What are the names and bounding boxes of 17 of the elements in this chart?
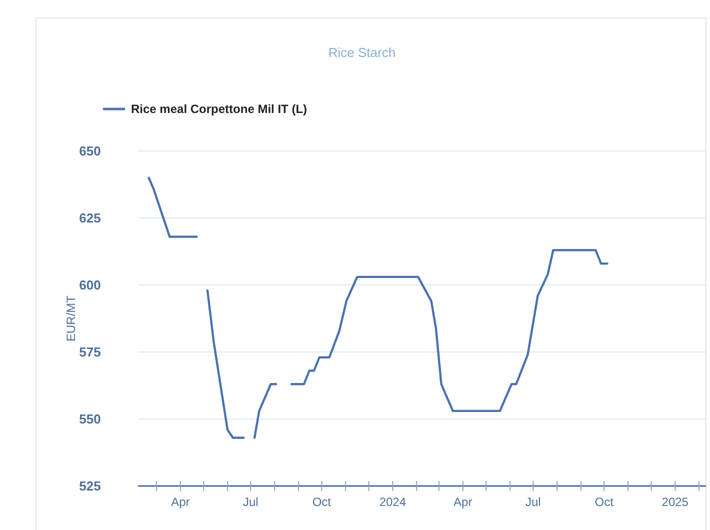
x-tick-label: Oct bbox=[312, 495, 332, 509]
x-tick-label: Jul bbox=[525, 495, 541, 509]
y-tick-label: 625 bbox=[79, 210, 101, 226]
y-tick-label: 600 bbox=[79, 278, 101, 293]
x-tick-label: Jul bbox=[243, 495, 258, 509]
x-tick-label: 2025 bbox=[662, 495, 689, 509]
x-tick-label: Apr bbox=[171, 495, 190, 509]
chart-title: Rice Starch bbox=[328, 45, 396, 60]
x-tick-label: Apr bbox=[454, 495, 472, 509]
y-tick-label: 575 bbox=[79, 344, 101, 360]
y-tick-label: 650 bbox=[79, 144, 101, 159]
y-tick-label: 550 bbox=[79, 412, 101, 427]
x-tick-label: Oct bbox=[594, 495, 614, 509]
y-axis-title: EUR/MT bbox=[64, 294, 78, 342]
y-tick-label: 525 bbox=[79, 478, 101, 494]
x-tick-label: 2024 bbox=[379, 495, 406, 509]
legend-label: Rice meal Corpettone Mil IT (L) bbox=[131, 102, 308, 116]
